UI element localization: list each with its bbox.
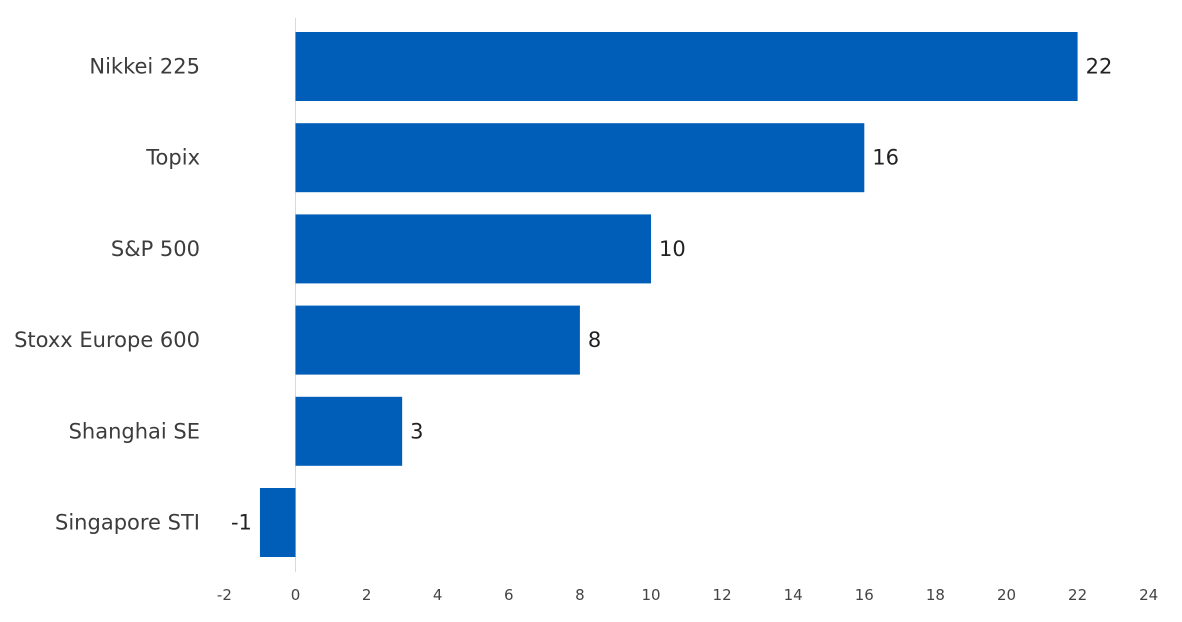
- bar-topix: [295, 123, 865, 193]
- value-label-s-p-500: 10: [659, 237, 686, 261]
- x-tick-label-10: 10: [641, 586, 660, 604]
- bars-group: [259, 32, 1078, 557]
- category-label-s-p-500: S&P 500: [111, 237, 200, 261]
- x-axis-ticks-group: -2 0 2 4 6 8 10 12 14 16 18 20 22 24: [217, 586, 1158, 604]
- bar-singapore-sti: [259, 488, 296, 557]
- value-labels-group: 22 16 10 8 3 -1: [231, 55, 1112, 535]
- bar-stoxx-europe-600: [295, 305, 580, 375]
- category-label-singapore-sti: Singapore STI: [55, 511, 200, 535]
- value-label-shanghai-se: 3: [410, 419, 423, 443]
- x-tick-label-0: 0: [291, 586, 301, 604]
- value-label-nikkei-225: 22: [1086, 55, 1113, 79]
- value-label-stoxx-europe-600: 8: [588, 328, 601, 352]
- x-tick-label-neg-2: -2: [217, 586, 232, 604]
- category-label-nikkei-225: Nikkei 225: [89, 55, 200, 79]
- x-tick-label-8: 8: [575, 586, 585, 604]
- x-tick-label-14: 14: [784, 586, 803, 604]
- category-labels-group: Nikkei 225 Topix S&P 500 Stoxx Europe 600 Sh…: [14, 55, 200, 535]
- x-tick-label-16: 16: [855, 586, 874, 604]
- value-label-topix: 16: [872, 146, 899, 170]
- x-tick-label-18: 18: [926, 586, 945, 604]
- x-tick-label-12: 12: [713, 586, 732, 604]
- x-tick-label-24: 24: [1139, 586, 1158, 604]
- category-label-stoxx-europe-600: Stoxx Europe 600: [14, 328, 200, 352]
- bar-shanghai-se: [295, 396, 403, 466]
- bar-s-p-500: [295, 214, 651, 284]
- x-tick-label-22: 22: [1068, 586, 1087, 604]
- category-label-shanghai-se: Shanghai SE: [69, 419, 200, 443]
- bar-nikkei-225: [295, 32, 1078, 101]
- x-tick-label-4: 4: [433, 586, 443, 604]
- x-tick-label-6: 6: [504, 586, 514, 604]
- x-tick-label-2: 2: [362, 586, 372, 604]
- value-label-singapore-sti: -1: [231, 511, 252, 535]
- x-tick-label-20: 20: [997, 586, 1016, 604]
- category-label-topix: Topix: [145, 146, 200, 170]
